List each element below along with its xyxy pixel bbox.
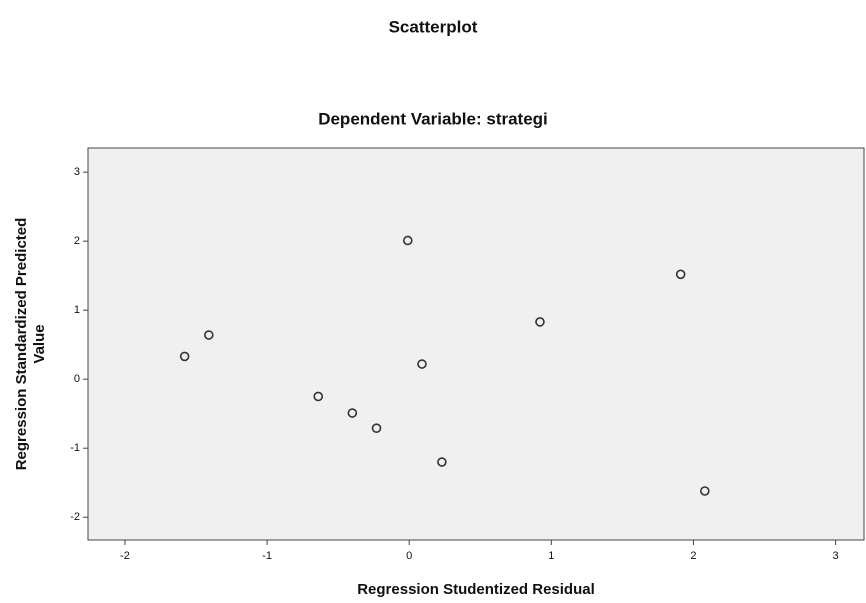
point: [313, 391, 324, 402]
y-tick-label: 1: [74, 304, 80, 316]
point: [675, 269, 686, 280]
y-tick-label: -2: [70, 511, 80, 523]
point: [437, 457, 447, 467]
point: [535, 317, 545, 327]
x-tick-label: 0: [406, 550, 412, 562]
x-tick-label: -1: [262, 550, 272, 562]
point: [700, 486, 710, 496]
point: [417, 359, 427, 369]
x-tick-label: 2: [690, 550, 696, 562]
y-axis-label: Value: [31, 324, 48, 363]
y-tick-label: 3: [74, 166, 80, 178]
y-tick-label: 2: [74, 235, 80, 247]
y-axis-label: Regression Standardized Predicted: [13, 218, 30, 471]
point: [371, 423, 382, 433]
chart-title: Scatterplot: [389, 17, 478, 36]
y-tick-label: 0: [74, 373, 80, 385]
x-tick-label: 1: [548, 550, 554, 562]
x-tick-label: -2: [120, 550, 130, 562]
point: [347, 408, 358, 418]
x-tick-label: 3: [833, 550, 839, 562]
point: [179, 351, 190, 362]
point: [402, 235, 413, 246]
chart-subtitle: Dependent Variable: strategi: [318, 109, 548, 128]
plot-area: [87, 147, 865, 541]
x-axis-label: Regression Studentized Residual: [357, 581, 595, 598]
y-tick-label: -1: [70, 442, 80, 454]
point: [204, 330, 214, 340]
